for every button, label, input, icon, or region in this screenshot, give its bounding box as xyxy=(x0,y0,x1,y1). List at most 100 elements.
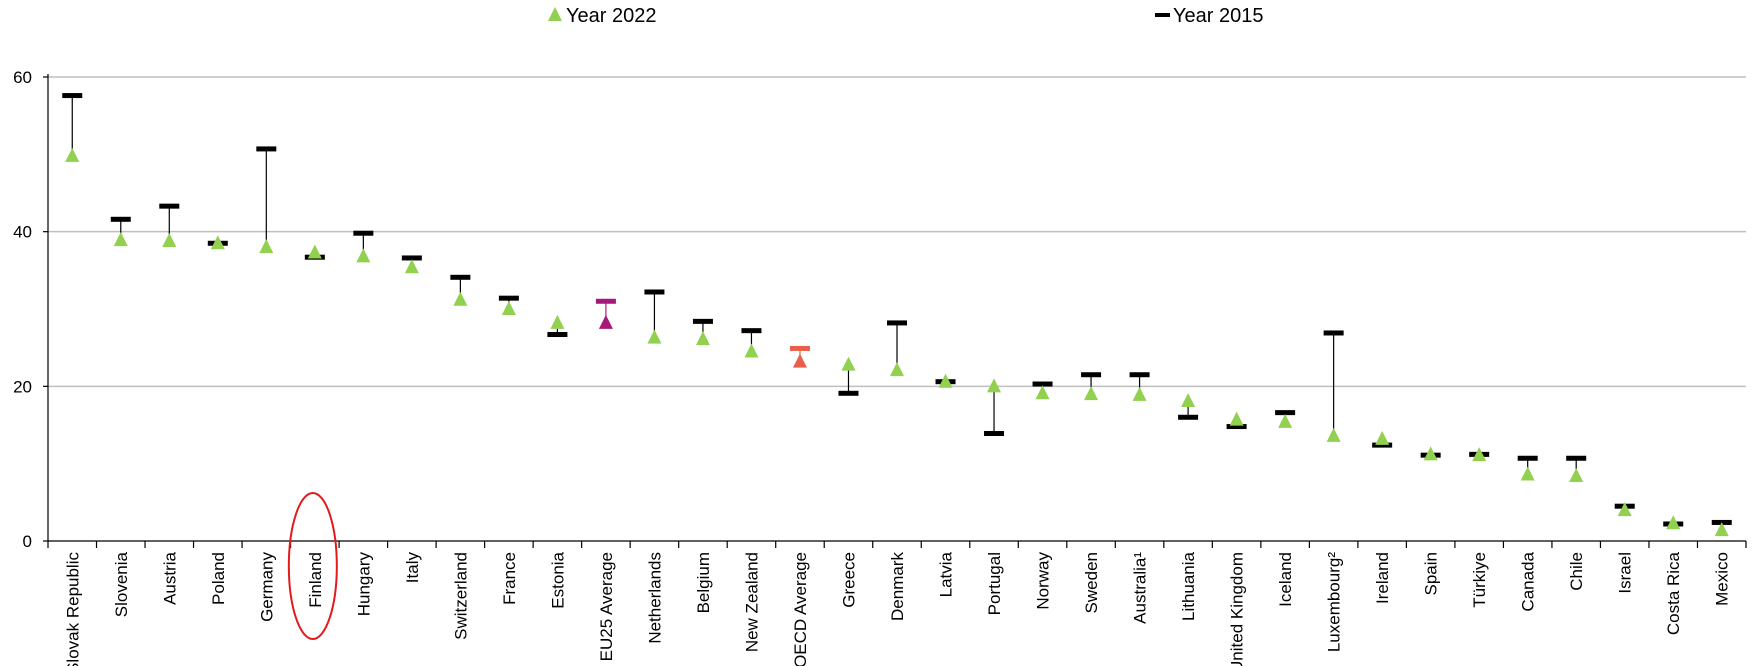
x-tick-label: Netherlands xyxy=(645,552,664,644)
x-tick-label: Canada xyxy=(1519,551,1538,611)
marker-2022 xyxy=(1035,385,1050,400)
y-tick-label: 60 xyxy=(13,68,32,87)
x-tick-label: Estonia xyxy=(548,551,567,608)
marker-2022 xyxy=(404,259,419,274)
highlight-layer xyxy=(287,492,338,640)
marker-2015 xyxy=(1275,410,1296,416)
marker-2022 xyxy=(1326,427,1341,442)
marker-2015 xyxy=(595,298,616,304)
marker-2022 xyxy=(1617,502,1632,517)
marker-2022 xyxy=(501,301,516,315)
marker-2022 xyxy=(1375,430,1390,445)
x-tick-label: Finland xyxy=(306,552,325,608)
axes xyxy=(43,74,1747,548)
highlight-ellipse xyxy=(287,492,338,640)
marker-2015 xyxy=(1032,381,1053,387)
marker-2022 xyxy=(1520,466,1535,481)
x-tick-label: Sweden xyxy=(1082,552,1101,613)
marker-2015 xyxy=(838,390,859,396)
marker-2022 xyxy=(1278,413,1293,428)
x-tick-label: Chile xyxy=(1567,552,1586,591)
marker-2015 xyxy=(353,230,374,236)
x-tick-label: Hungary xyxy=(354,552,373,617)
marker-2022 xyxy=(259,239,274,254)
marker-2015 xyxy=(984,431,1005,437)
marker-2022 xyxy=(987,378,1002,393)
marker-2022 xyxy=(647,329,662,344)
x-tick-label: Luxembourg² xyxy=(1325,552,1344,653)
x-tick-label: Portugal xyxy=(985,552,1004,615)
x-tick-label: Lithuania xyxy=(1179,551,1198,621)
data-marks xyxy=(62,93,1732,537)
x-tick-label: Germany xyxy=(257,552,276,622)
marker-2015 xyxy=(887,320,907,326)
legend-dash-marker xyxy=(1155,13,1170,17)
marker-2015 xyxy=(547,332,568,338)
marker-2022 xyxy=(550,314,565,329)
marker-2015 xyxy=(450,274,471,280)
marker-2022 xyxy=(938,373,953,388)
x-tick-label: Poland xyxy=(209,552,228,605)
marker-2015 xyxy=(498,295,519,301)
marker-2015 xyxy=(789,345,810,351)
x-tick-label: Switzerland xyxy=(451,552,470,640)
marker-2022 xyxy=(1229,411,1244,426)
marker-2022 xyxy=(210,235,225,250)
x-tick-label: Türkiye xyxy=(1470,552,1489,608)
marker-2015 xyxy=(1129,372,1150,378)
y-tick-label: 20 xyxy=(13,377,32,396)
x-tick-label: EU25 Average xyxy=(597,552,616,661)
x-tick-label: Austria xyxy=(160,551,179,604)
marker-2022 xyxy=(1084,386,1099,401)
x-tick-label: Latvia xyxy=(937,551,956,597)
x-tick-label: Slovenia xyxy=(112,551,131,617)
marker-2022 xyxy=(841,356,856,371)
marker-2015 xyxy=(692,318,713,324)
marker-2022 xyxy=(695,331,710,346)
marker-2022 xyxy=(1714,522,1729,537)
marker-2015 xyxy=(741,328,762,334)
marker-2015 xyxy=(159,203,180,209)
gridlines xyxy=(48,76,1746,388)
marker-2022 xyxy=(890,362,904,377)
marker-2022 xyxy=(162,232,177,247)
x-tick-label: OECD Average xyxy=(791,552,810,666)
x-tick-label: United Kingdom xyxy=(1228,552,1247,666)
x-tick-labels: Slovak Republic Slovenia Austria Poland Germ… xyxy=(63,551,1731,666)
legend-label-2015: Year 2015 xyxy=(1173,5,1263,27)
marker-2015 xyxy=(1226,424,1247,430)
marker-2022 xyxy=(65,147,80,162)
marker-2022 xyxy=(598,314,613,329)
x-tick-label: Ireland xyxy=(1373,552,1392,604)
marker-2015 xyxy=(1517,455,1538,461)
y-tick-label: 40 xyxy=(13,223,32,242)
x-tick-label: Iceland xyxy=(1276,552,1295,607)
legend: Year 2022 Year 2015 xyxy=(548,5,1263,27)
x-tick-label: Belgium xyxy=(694,552,713,613)
marker-2015 xyxy=(644,289,665,295)
marker-2015 xyxy=(1178,414,1199,420)
marker-2015 xyxy=(62,93,83,99)
x-tick-label: Israel xyxy=(1616,552,1635,594)
marker-2022 xyxy=(1472,447,1487,462)
marker-2022 xyxy=(113,232,128,247)
x-tick-label: New Zealand xyxy=(742,552,761,652)
marker-2022 xyxy=(1666,515,1681,530)
marker-2022 xyxy=(1181,393,1196,408)
x-tick-label: Italy xyxy=(403,552,422,584)
marker-2022 xyxy=(1132,386,1147,401)
marker-2022 xyxy=(744,343,759,358)
marker-2022 xyxy=(356,248,371,263)
marker-2022 xyxy=(307,244,322,259)
x-tick-label: Norway xyxy=(1034,552,1053,610)
y-tick-labels: 0 20 40 60 xyxy=(13,68,32,551)
marker-2015 xyxy=(1323,330,1344,336)
x-tick-label: Mexico xyxy=(1713,552,1732,606)
x-tick-label: Greece xyxy=(839,552,858,608)
x-tick-label: Slovak Republic xyxy=(63,552,82,666)
marker-2015 xyxy=(401,255,422,261)
legend-label-2022: Year 2022 xyxy=(566,5,656,27)
marker-2022 xyxy=(1423,446,1438,461)
marker-2015 xyxy=(1081,372,1102,378)
